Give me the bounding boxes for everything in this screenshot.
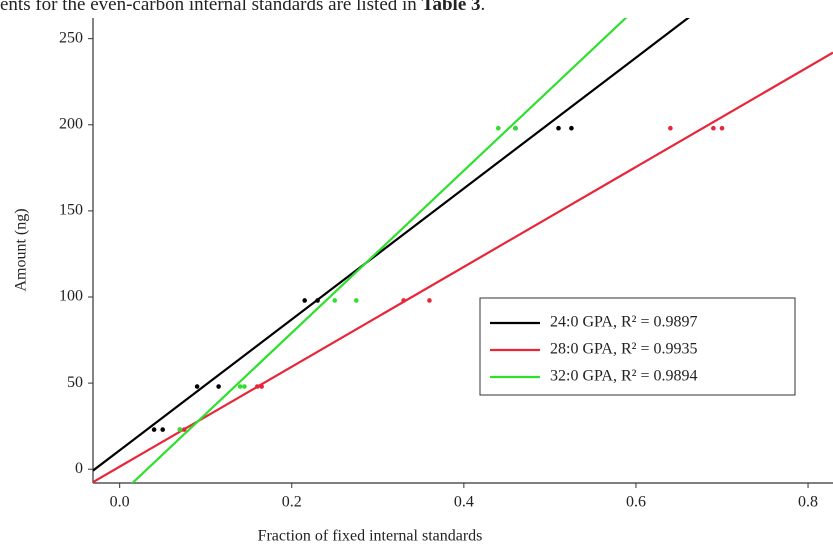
data-point: [711, 125, 716, 131]
data-point: [354, 298, 359, 303]
y-tick-label: 200: [59, 115, 83, 132]
y-tick-label: 150: [59, 202, 83, 219]
data-point: [242, 384, 247, 389]
data-point: [259, 384, 264, 389]
data-point: [332, 298, 338, 303]
header-start: ents for the even-carbon internal standa…: [0, 0, 422, 15]
x-tick-label: 0.4: [454, 494, 474, 511]
plot-area: [93, 18, 833, 483]
data-point: [302, 298, 307, 303]
data-point: [513, 125, 518, 131]
legend-box: [479, 297, 796, 396]
header-end: .: [481, 0, 486, 15]
y-tick-label: 250: [59, 29, 83, 46]
data-point: [181, 427, 187, 432]
x-tick-label: 0.2: [282, 494, 302, 511]
x-axis-label: Fraction of fixed internal standards: [258, 528, 483, 545]
legend-label: 24:0 GPA, R² = 0.9897: [550, 314, 697, 331]
data-point: [216, 384, 221, 389]
fit-line: [93, 51, 833, 483]
x-tick-label: 0.8: [798, 494, 818, 511]
data-point: [556, 125, 561, 131]
data-point: [495, 125, 501, 131]
data-point: [569, 125, 574, 131]
y-tick-label: 100: [59, 288, 83, 305]
fit-line: [130, 18, 628, 483]
header-text: ents for the even-carbon internal standa…: [0, 0, 485, 15]
data-point: [401, 298, 406, 303]
y-tick-label: 50: [67, 374, 83, 391]
data-point: [719, 125, 725, 131]
data-point: [315, 298, 320, 303]
x-tick-label: 0.0: [110, 494, 130, 511]
header-bold: Table 3: [422, 0, 481, 15]
data-point: [151, 427, 157, 432]
data-point: [194, 384, 200, 389]
data-point: [668, 125, 673, 131]
fit-line: [93, 18, 690, 472]
legend-label: 32:0 GPA, R² = 0.9894: [550, 368, 697, 385]
y-axis-label: Amount (ng): [13, 208, 30, 291]
data-point: [427, 298, 432, 303]
legend-label: 28:0 GPA, R² = 0.9935: [550, 341, 697, 358]
data-point: [177, 427, 183, 432]
data-point: [237, 384, 243, 389]
y-tick-label: 0: [75, 460, 83, 477]
x-tick-label: 0.6: [626, 494, 646, 511]
data-point: [160, 427, 165, 432]
data-point: [255, 384, 260, 389]
